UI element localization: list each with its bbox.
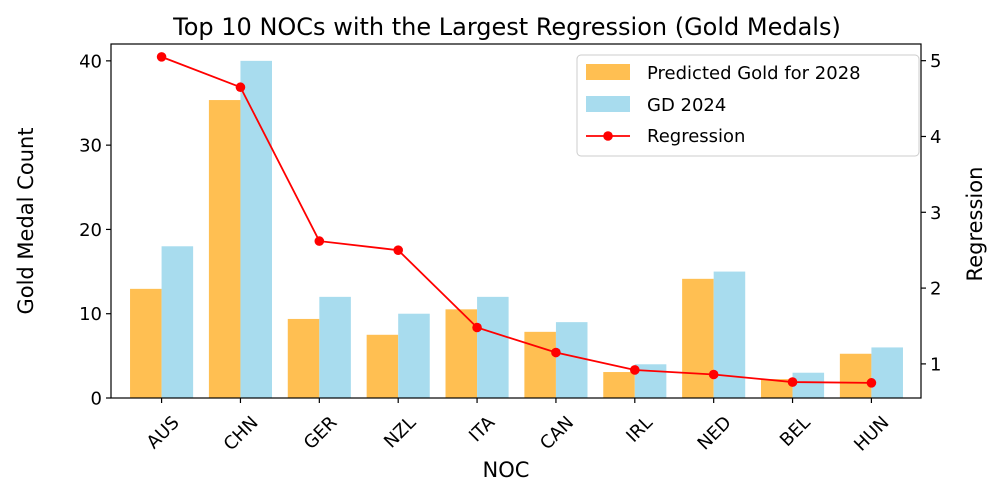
x-tick-label-ned: NED bbox=[694, 412, 736, 454]
bar-gd2024-can bbox=[555, 322, 588, 398]
bar-gd2024-aus bbox=[161, 246, 194, 398]
regression-point-ned bbox=[708, 369, 719, 380]
x-tick-label-nzl: NZL bbox=[380, 412, 420, 452]
y2-tick-label: 3 bbox=[930, 203, 941, 224]
y-tick-label: 30 bbox=[79, 136, 102, 157]
left-axis-ticks: 0 10 20 30 40 bbox=[79, 51, 111, 410]
bar-predicted-ger bbox=[287, 318, 320, 398]
regression-line bbox=[161, 56, 872, 384]
bar-gd2024-hun bbox=[871, 347, 903, 398]
x-tick-label-ger: GER bbox=[300, 412, 342, 454]
bar-predicted-can bbox=[524, 331, 556, 398]
x-axis-label: NOC bbox=[483, 458, 530, 482]
bar-predicted-ita bbox=[445, 309, 478, 398]
bar-predicted-aus bbox=[130, 288, 162, 398]
regression-point-nzl bbox=[393, 245, 403, 255]
bar-gd2024-ger bbox=[319, 296, 351, 398]
legend-marker-regression bbox=[603, 131, 613, 141]
legend-label-predicted: Predicted Gold for 2028 bbox=[647, 63, 861, 84]
x-tick-label-can: CAN bbox=[536, 412, 578, 454]
regression-point-aus bbox=[156, 52, 167, 62]
x-tick-label-chn: CHN bbox=[220, 412, 263, 455]
y2-tick-label: 2 bbox=[930, 279, 941, 300]
chart-title: Top 10 NOCs with the Largest Regression … bbox=[172, 13, 841, 41]
x-tick-label-hun: HUN bbox=[850, 412, 893, 455]
plot-frame bbox=[110, 43, 922, 399]
legend-label-regression: Regression bbox=[647, 126, 745, 147]
bar-gd2024-ned bbox=[713, 271, 746, 398]
y2-tick-label: 5 bbox=[930, 51, 941, 72]
bar-gd2024-bel bbox=[792, 372, 825, 398]
regression-point-chn bbox=[235, 82, 246, 93]
right-axis-ticks: 1 2 3 4 5 bbox=[921, 51, 941, 375]
legend-swatch-predicted bbox=[586, 64, 630, 80]
y-tick-label: 20 bbox=[79, 220, 102, 241]
y2-axis-label: Regression bbox=[963, 167, 987, 282]
bar-predicted-bel bbox=[760, 379, 793, 398]
y-tick-label: 40 bbox=[79, 51, 102, 72]
legend-box bbox=[576, 54, 920, 157]
x-tick-label-aus: AUS bbox=[143, 412, 184, 453]
legend-swatch-gd2024 bbox=[586, 96, 630, 112]
bar-predicted-irl bbox=[603, 372, 635, 398]
bar-gd2024-chn bbox=[240, 60, 273, 398]
bar-predicted-hun bbox=[839, 353, 872, 398]
y-tick-label: 10 bbox=[79, 304, 102, 325]
bar-predicted-chn bbox=[208, 100, 241, 399]
regression-point-ger bbox=[314, 236, 325, 246]
bar-gd2024-ita bbox=[477, 296, 509, 398]
bar-predicted-ned bbox=[682, 278, 714, 398]
legend: Predicted Gold for 2028 GD 2024 Regression bbox=[576, 54, 920, 157]
x-tick-label-bel: BEL bbox=[776, 412, 815, 451]
regression-point-irl bbox=[630, 365, 640, 375]
bar-gd2024-nzl bbox=[398, 313, 430, 398]
line-layer bbox=[156, 52, 877, 388]
x-tick-label-irl: IRL bbox=[622, 412, 657, 447]
bar-predicted-nzl bbox=[366, 334, 399, 398]
legend-label-gd2024: GD 2024 bbox=[647, 95, 726, 116]
y2-tick-label: 4 bbox=[930, 127, 941, 148]
y-axis-label: Gold Medal Count bbox=[14, 127, 38, 314]
regression-point-ita bbox=[472, 322, 482, 333]
regression-point-bel bbox=[787, 377, 798, 387]
regression-point-can bbox=[551, 347, 561, 358]
x-axis-ticks: AUS CHN GER NZL ITA CAN IRL NED BEL HUN bbox=[143, 398, 893, 455]
regression-point-hun bbox=[866, 378, 877, 388]
y-tick-label: 0 bbox=[91, 389, 102, 410]
y2-tick-label: 1 bbox=[930, 354, 941, 375]
x-tick-label-ita: ITA bbox=[465, 412, 500, 447]
